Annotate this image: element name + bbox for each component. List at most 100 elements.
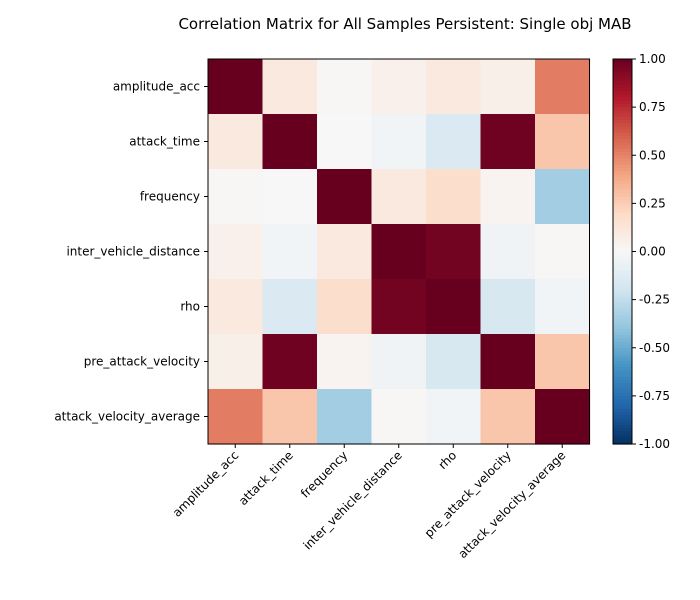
colorbar-strip [613, 97, 632, 102]
colorbar-strip [613, 315, 632, 320]
colorbar-strip [613, 344, 632, 349]
colorbar-strip [613, 418, 632, 423]
colorbar-tick-label: -0.50 [639, 341, 670, 355]
colorbar-strip [613, 238, 632, 243]
colorbar-strip [613, 318, 632, 323]
colorbar-strip [613, 136, 632, 140]
heatmap-cell [208, 59, 264, 115]
heatmap-cell [317, 279, 373, 335]
colorbar-strip [613, 392, 632, 397]
colorbar-strip [613, 119, 632, 124]
colorbar-strip [613, 370, 632, 375]
colorbar-strip [613, 103, 632, 108]
heatmap-cell [262, 389, 318, 445]
colorbar-tick-label: 0.25 [639, 196, 666, 210]
heatmap-cell [426, 279, 482, 335]
colorbar-strip [613, 299, 632, 304]
heatmap-cell [426, 389, 482, 445]
heatmap-cell [535, 334, 591, 390]
row-tick-label: inter_vehicle_distance [66, 245, 200, 259]
colorbar-strip [613, 267, 632, 272]
heatmap-cell [208, 224, 264, 280]
row-tick-labels: amplitude_acc attack_time frequency inter_v… [54, 80, 208, 424]
heatmap-cell [208, 334, 264, 390]
colorbar-strip [613, 251, 632, 256]
heatmap-cell [535, 224, 591, 280]
colorbar-strip [613, 78, 632, 83]
colorbar-strip [613, 302, 632, 307]
row-tick-label: rho [180, 300, 200, 314]
colorbar-strip [613, 312, 632, 317]
colorbar-tick-label: 1.00 [639, 52, 666, 66]
colorbar-strip [613, 75, 632, 79]
heatmap-cell [480, 59, 536, 115]
colorbar-strip [613, 363, 632, 368]
col-tick-label: frequency [298, 448, 350, 500]
colorbar-strip [613, 87, 632, 92]
colorbar: 1.00 0.75 0.50 0.25 0.00 -0.25 -0.50 -0.75 -1.00 [612, 52, 670, 451]
col-tick-label: attack_velocity_average [455, 448, 568, 561]
colorbar-strip [613, 229, 632, 233]
colorbar-strip [613, 338, 632, 342]
colorbar-strip [613, 386, 632, 391]
colorbar-strip [613, 84, 632, 89]
colorbar-strip [613, 424, 632, 429]
colorbar-strip [613, 142, 632, 147]
heatmap-cell [535, 59, 591, 115]
heatmap-cell [480, 389, 536, 445]
colorbar-strip [613, 190, 632, 195]
colorbar-strip [613, 209, 632, 214]
colorbar-strip [613, 254, 632, 259]
colorbar-strip [613, 241, 632, 246]
colorbar-tick-label: -1.00 [639, 437, 670, 451]
colorbar-strip [613, 177, 632, 182]
heatmap-cell [208, 389, 264, 445]
colorbar-strip [613, 437, 632, 442]
colorbar-strip [613, 245, 632, 249]
colorbar-strip [613, 286, 632, 291]
colorbar-strip [613, 405, 632, 410]
colorbar-tick-label: 0.50 [639, 148, 666, 162]
row-tick-label: attack_time [129, 135, 200, 149]
heatmap-cell [371, 389, 427, 445]
heatmap-cell [426, 224, 482, 280]
colorbar-strip [613, 148, 632, 153]
colorbar-strip [613, 232, 632, 237]
colorbar-strip [613, 126, 632, 131]
colorbar-strip [613, 277, 632, 281]
heatmap-cell [208, 169, 264, 225]
heatmap-cell [426, 59, 482, 115]
colorbar-strip [613, 225, 632, 230]
colorbar-strip [613, 219, 632, 224]
colorbar-strip [613, 235, 632, 240]
colorbar-strip [613, 383, 632, 387]
heatmap-cell [535, 114, 591, 170]
col-tick-label: rho [436, 448, 460, 472]
colorbar-strip [613, 203, 632, 208]
heatmap-cell [371, 279, 427, 335]
heatmap-cell [317, 114, 373, 170]
colorbar-strip [613, 59, 632, 63]
heatmap-cell [262, 279, 318, 335]
heatmap-cell [317, 334, 373, 390]
colorbar-strip [613, 168, 632, 172]
col-tick-label: attack_time [236, 448, 296, 508]
row-tick-label: amplitude_acc [113, 80, 200, 94]
heatmap-cell [480, 169, 536, 225]
colorbar-strip [613, 184, 632, 188]
colorbar-strip [613, 290, 632, 294]
colorbar-strip [613, 427, 632, 432]
colorbar-strip [613, 334, 632, 339]
colorbar-strip [613, 309, 632, 314]
colorbar-strip [613, 158, 632, 163]
colorbar-strip [613, 145, 632, 150]
colorbar-strip [613, 354, 632, 358]
colorbar-strip [613, 62, 632, 67]
colorbar-strip [613, 376, 632, 381]
heatmap-cell [371, 169, 427, 225]
colorbar-strip [613, 132, 632, 137]
heatmap-cell [371, 114, 427, 170]
colorbar-strip [613, 283, 632, 288]
colorbar-strip [613, 213, 632, 217]
colorbar-strip [613, 411, 632, 416]
